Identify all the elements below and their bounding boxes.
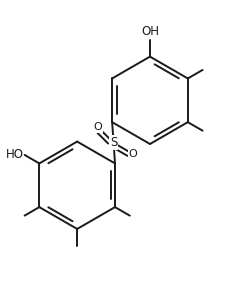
- Text: O: O: [128, 149, 137, 159]
- Text: HO: HO: [5, 148, 24, 161]
- Text: O: O: [94, 122, 102, 132]
- Text: S: S: [110, 136, 117, 149]
- Text: OH: OH: [141, 25, 159, 38]
